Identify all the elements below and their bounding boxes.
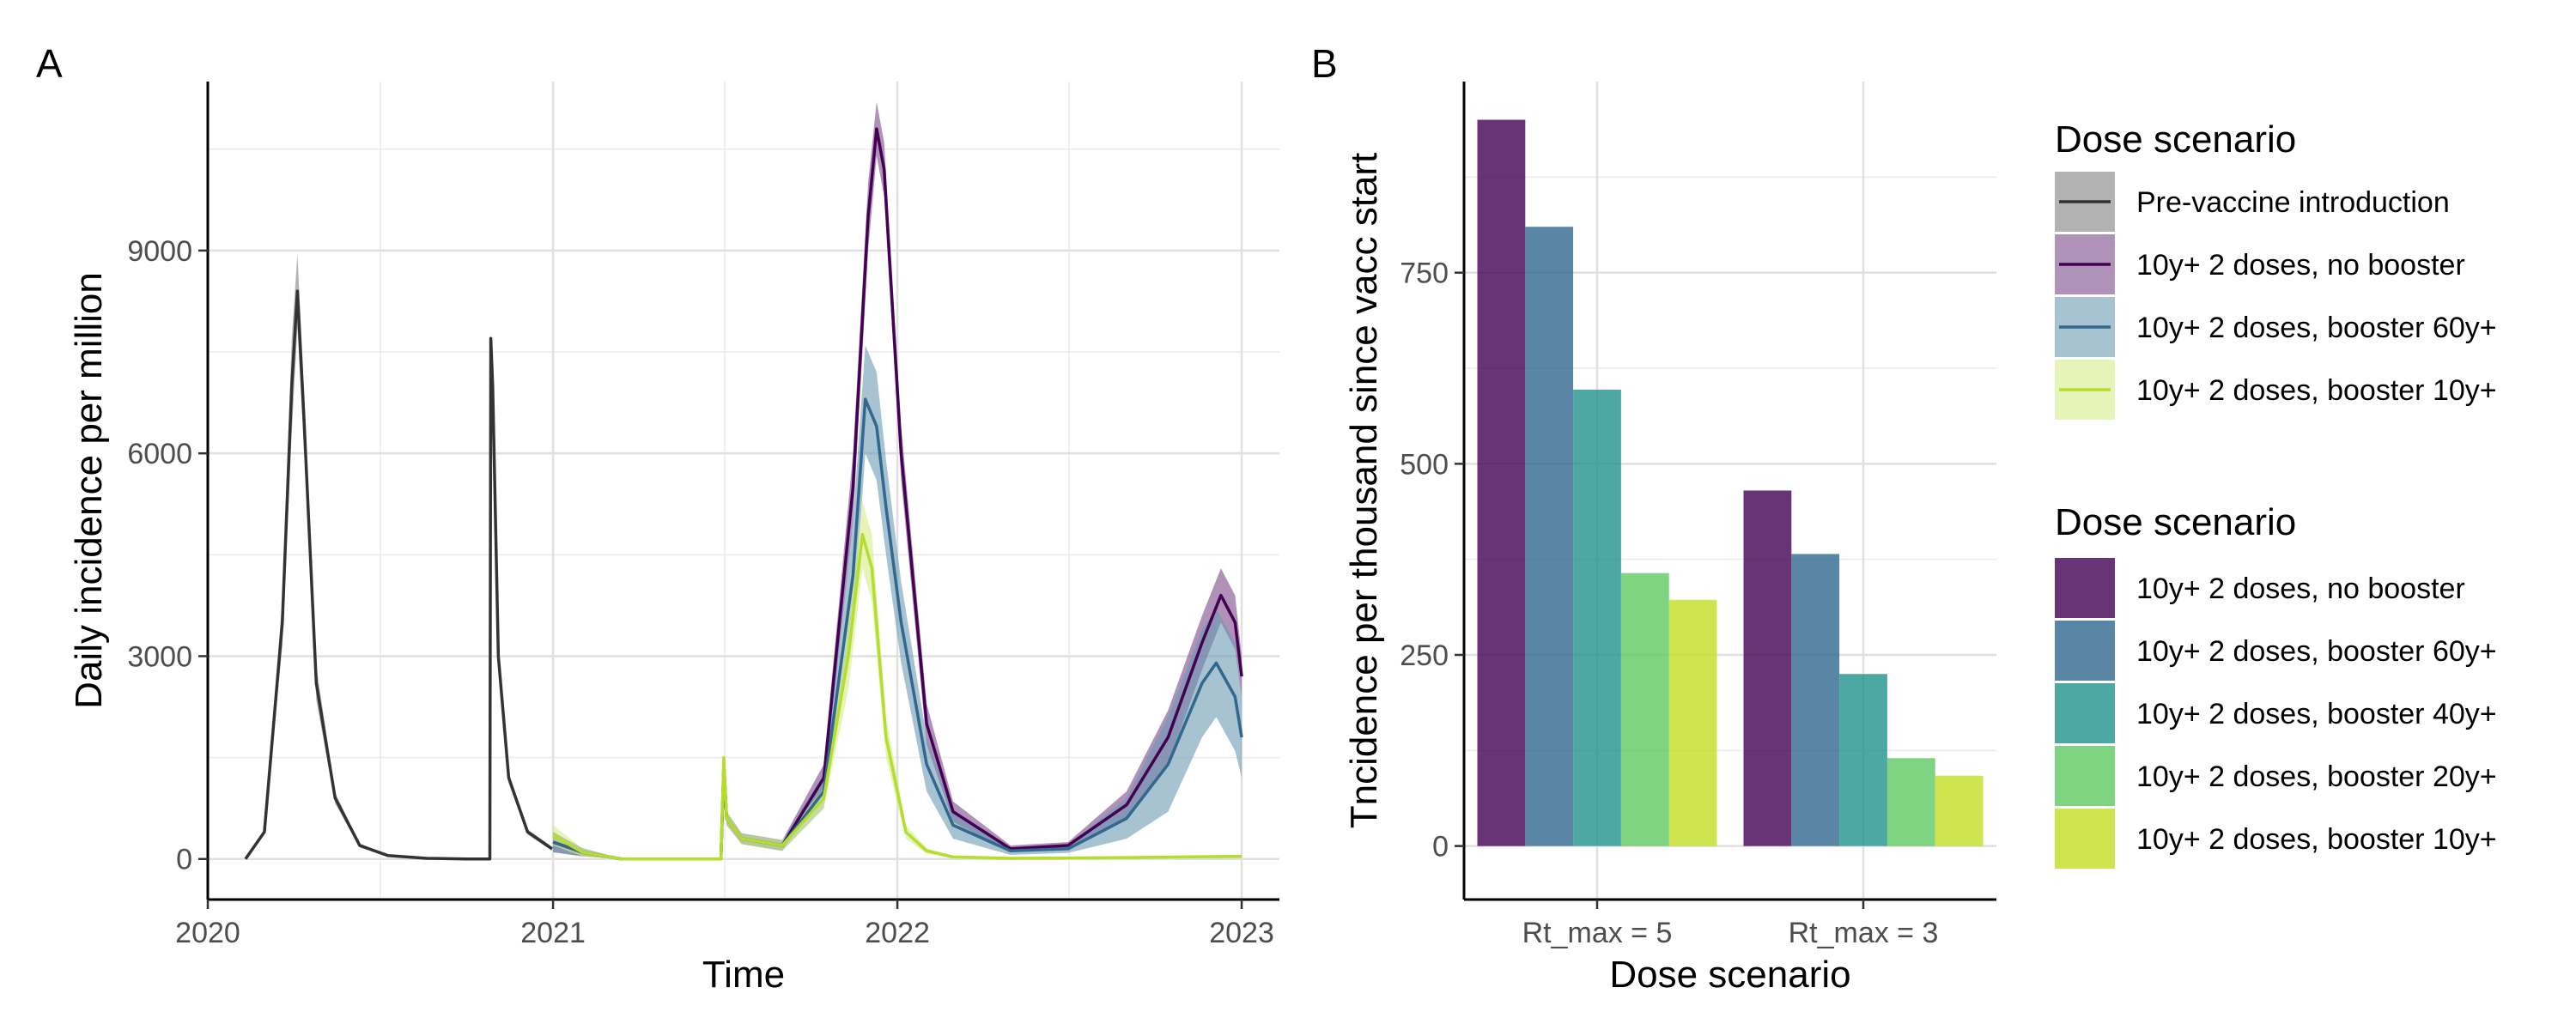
legend-a: Dose scenario Pre-vaccine introduction 10y…	[2055, 118, 2497, 420]
y-tick-label: 0	[1432, 831, 1449, 863]
legend-a-label: 10y+ 2 doses, booster 10y+	[2136, 374, 2497, 407]
legend-b-label: 10y+ 2 doses, no booster	[2136, 573, 2465, 605]
y-tick-label: 750	[1400, 258, 1449, 290]
line-pre-vaccine-introduction	[244, 289, 553, 861]
y-tick-label: 0	[176, 844, 192, 876]
legend-b-key-10y-2-doses-booster-20y	[2055, 746, 2115, 806]
panel-b: B 0 250 500 750 Rt_max = 5 Rt_max = 3 Dose scen…	[1311, 41, 1996, 996]
x-tick-label: Rt_max = 3	[1789, 917, 1939, 949]
legend-a-label: 10y+ 2 doses, no booster	[2136, 249, 2465, 282]
legend-b: Dose scenario 10y+ 2 doses, no booster 10y…	[2055, 501, 2497, 869]
legend-b-key-10y-2-doses-booster-60y	[2055, 621, 2115, 681]
y-tick-label: 500	[1400, 448, 1449, 481]
bar-rt-max-3-10y-2-doses-booster-10y	[1935, 775, 1984, 846]
y-tick-label: 250	[1400, 639, 1449, 672]
legend-a-title: Dose scenario	[2055, 118, 2296, 161]
line-10y-2-doses-booster-10y	[552, 532, 1242, 861]
legend-b-key-10y-2-doses-booster-10y	[2055, 809, 2115, 869]
panel-letter-b: B	[1311, 41, 1338, 86]
x-tick-label: 2020	[175, 917, 240, 949]
bar-rt-max-3-10y-2-doses-booster-60y	[1791, 554, 1840, 846]
y-tick-label: 3000	[127, 640, 192, 673]
legend-b-key-10y-2-doses-booster-40y	[2055, 683, 2115, 743]
bar-rt-max-5-10y-2-doses-no-booster	[1477, 119, 1526, 846]
x-tick-label: 2021	[520, 917, 586, 949]
legend-b-key-10y-2-doses-no-booster	[2055, 558, 2115, 618]
panel-letter-a: A	[36, 41, 63, 86]
legend-b-label: 10y+ 2 doses, booster 20y+	[2136, 760, 2497, 793]
bar-rt-max-3-10y-2-doses-no-booster	[1743, 490, 1792, 846]
y-axis-title: Tncidence per thousand since vacc start	[1343, 153, 1385, 829]
x-tick-label: 2023	[1209, 917, 1274, 949]
x-tick-label: Rt_max = 5	[1522, 917, 1673, 949]
legend-b-label: 10y+ 2 doses, booster 10y+	[2136, 823, 2497, 856]
y-tick-label: 6000	[127, 438, 192, 470]
bar-rt-max-5-10y-2-doses-booster-20y	[1620, 573, 1669, 846]
x-axis-title: Time	[702, 954, 785, 996]
y-tick-label: 9000	[127, 235, 192, 268]
bar-rt-max-5-10y-2-doses-booster-60y	[1525, 227, 1574, 846]
panel-a: A 0 3000 6000 9000 2020 2021 2022 2023 Time Daily …	[36, 41, 1279, 996]
x-axis-title: Dose scenario	[1609, 954, 1850, 996]
x-tick-label: 2022	[865, 917, 930, 949]
bar-rt-max-5-10y-2-doses-booster-10y	[1668, 599, 1717, 846]
legend-b-label: 10y+ 2 doses, booster 40y+	[2136, 698, 2497, 730]
bar-rt-max-3-10y-2-doses-booster-20y	[1886, 758, 1935, 846]
legend-a-label: 10y+ 2 doses, booster 60y+	[2136, 312, 2497, 344]
legend-a-label: Pre-vaccine introduction	[2136, 186, 2450, 219]
bar-rt-max-3-10y-2-doses-booster-40y	[1839, 674, 1887, 846]
band-pre-vaccine-introduction	[245, 253, 552, 859]
bar-rt-max-5-10y-2-doses-booster-40y	[1573, 389, 1621, 846]
y-axis-title: Daily incidence per million	[68, 272, 110, 709]
legend-b-label: 10y+ 2 doses, booster 60y+	[2136, 635, 2497, 668]
legend-b-title: Dose scenario	[2055, 501, 2296, 543]
